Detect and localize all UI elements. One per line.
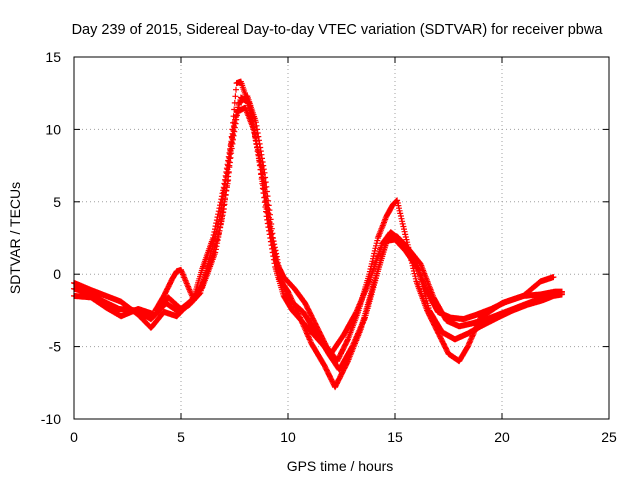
y-tick-label: 10 [45, 121, 61, 137]
chart-title: Day 239 of 2015, Sidereal Day-to-day VTE… [72, 22, 604, 38]
x-tick-label: 15 [387, 429, 403, 445]
x-tick-label: 25 [601, 429, 617, 445]
axis-ticks [73, 56, 610, 420]
series-markers [71, 104, 565, 391]
plot-frame [73, 56, 610, 420]
y-tick-label: 15 [45, 49, 61, 65]
x-tick-label: 10 [280, 429, 296, 445]
data-points [71, 78, 565, 391]
y-tick-label: -10 [41, 411, 61, 427]
y-tick-labels: -10 -5 0 5 10 15 [41, 49, 61, 427]
y-axis-label: SDTVAR / TECUs [7, 182, 23, 294]
x-tick-label: 20 [494, 429, 510, 445]
y-tick-label: -5 [49, 339, 62, 355]
x-tick-label: 0 [70, 429, 78, 445]
y-tick-label: 0 [53, 266, 61, 282]
x-tick-label: 5 [177, 429, 185, 445]
x-tick-labels: 0 5 10 15 20 25 [70, 429, 617, 445]
y-tick-label: 5 [53, 194, 61, 210]
series-markers [152, 78, 557, 365]
x-axis-label: GPS time / hours [287, 458, 394, 474]
